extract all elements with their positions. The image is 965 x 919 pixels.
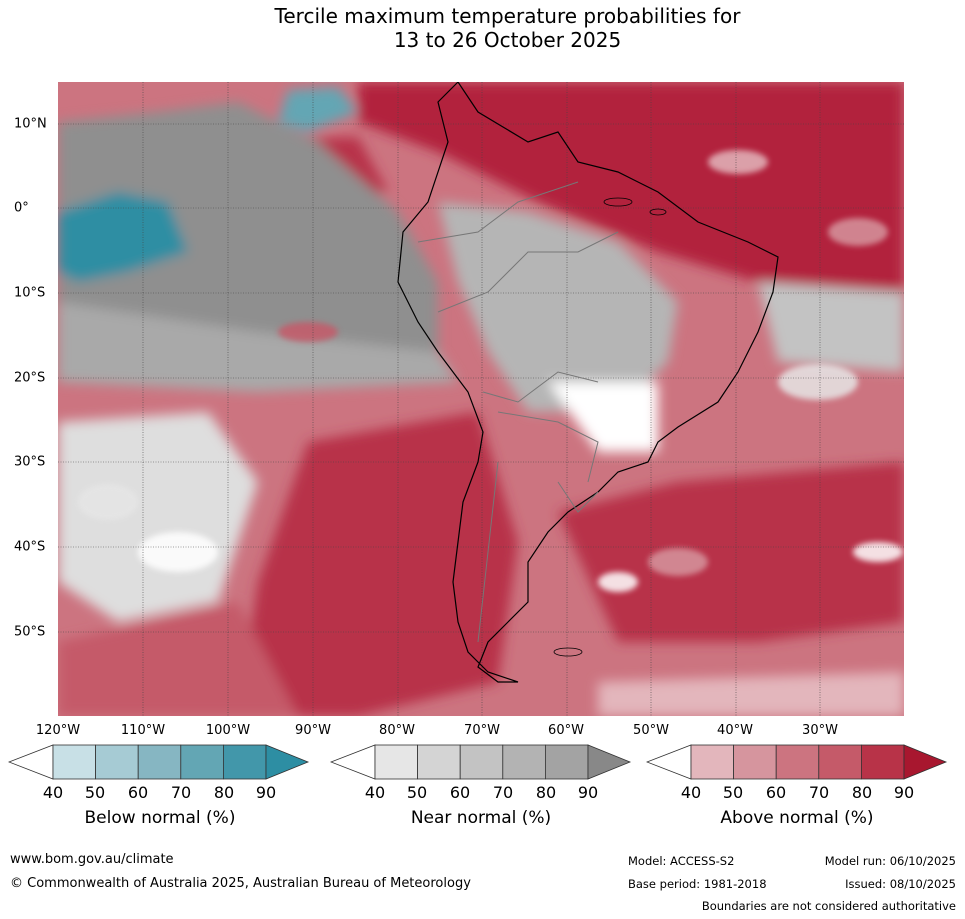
lon-label: 30°W xyxy=(802,723,838,738)
colorbar-extend-low xyxy=(646,744,692,780)
colorbar-extend-high xyxy=(587,744,632,780)
colorbar-segment xyxy=(459,744,504,780)
model-run: Model run: 06/10/2025 xyxy=(824,854,956,868)
region-white-brazil xyxy=(548,382,658,452)
colorbar-segment xyxy=(733,744,777,780)
tick-label: 90 xyxy=(577,783,599,802)
region-near-east-atlantic xyxy=(758,282,904,372)
region-above-light-far-south xyxy=(598,672,904,716)
tick-label: 80 xyxy=(851,783,873,802)
disclaimer: Boundaries are not considered authoritat… xyxy=(701,899,956,913)
tick-label: 40 xyxy=(680,783,702,802)
region-above-strong-se xyxy=(558,462,904,642)
lon-label: 90°W xyxy=(295,723,331,738)
region-below-equatorial xyxy=(58,192,188,282)
colorbar-segment xyxy=(222,744,267,780)
map-title: Tercile maximum temperature probabilitie… xyxy=(0,4,965,52)
near-normal-title: Near normal (%) xyxy=(410,808,552,828)
colorbar-segment xyxy=(860,744,905,780)
colorbar-segment xyxy=(95,744,139,780)
below-normal-title: Below normal (%) xyxy=(84,808,236,828)
lon-label: 50°W xyxy=(633,723,669,738)
colorbar-segment xyxy=(417,744,461,780)
lon-label: 120°W xyxy=(35,723,81,738)
lon-label: 70°W xyxy=(464,723,500,738)
region-near-tropical-pacific xyxy=(58,102,438,382)
region-near-pacific-outer xyxy=(58,302,458,392)
lat-label: 50°S xyxy=(14,624,46,640)
near-normal-colorbar xyxy=(330,744,632,780)
lon-label: 60°W xyxy=(548,723,584,738)
lat-label: 40°S xyxy=(14,539,46,555)
tick-label: 60 xyxy=(449,783,471,802)
above-normal-colorbar xyxy=(646,744,948,780)
tick-label: 40 xyxy=(364,783,386,802)
lon-label: 100°W xyxy=(205,723,251,738)
lat-label: 0° xyxy=(14,200,29,216)
title-line-1: Tercile maximum temperature probabilitie… xyxy=(274,4,741,28)
colorbar-segment xyxy=(818,744,862,780)
tick-label: 40 xyxy=(42,783,64,802)
tick-label: 70 xyxy=(170,783,192,802)
tick-label: 50 xyxy=(406,783,428,802)
colorbar-segment xyxy=(502,744,546,780)
lat-label: 10°N xyxy=(14,116,47,132)
lat-label: 10°S xyxy=(14,285,46,301)
tick-label: 90 xyxy=(255,783,277,802)
base-period: Base period: 1981-2018 xyxy=(628,877,767,891)
region-near-continent xyxy=(438,202,678,412)
below-normal-colorbar xyxy=(8,744,310,780)
tick-label: 60 xyxy=(765,783,787,802)
colorbar-extend-high xyxy=(903,744,948,780)
colorbar-extend-low xyxy=(8,744,54,780)
probability-map xyxy=(58,82,904,716)
region-below-north xyxy=(278,87,358,132)
region-above-strong-sw xyxy=(58,602,298,716)
region-above-strong-south xyxy=(238,412,518,716)
lon-label: 110°W xyxy=(120,723,166,738)
tick-label: 80 xyxy=(535,783,557,802)
region-above-strong-north xyxy=(358,82,904,312)
colorbar-segment xyxy=(775,744,820,780)
above-normal-title: Above normal (%) xyxy=(720,808,874,828)
bom-link[interactable]: www.bom.gov.au/climate xyxy=(10,852,174,867)
lon-label: 40°W xyxy=(717,723,753,738)
region-near-south-pacific xyxy=(58,412,258,622)
model: Model: ACCESS-S2 xyxy=(628,854,735,868)
colorbar-extend-low xyxy=(330,744,376,780)
tick-label: 50 xyxy=(84,783,106,802)
colorbar-segment xyxy=(690,744,734,780)
title-line-2: 13 to 26 October 2025 xyxy=(393,28,622,52)
colorbar-extend-high xyxy=(265,744,310,780)
tick-label: 80 xyxy=(213,783,235,802)
tick-label: 60 xyxy=(127,783,149,802)
lat-label: 30°S xyxy=(14,454,46,470)
colorbar-segment xyxy=(52,744,96,780)
lon-label: 80°W xyxy=(379,723,415,738)
tick-label: 70 xyxy=(808,783,830,802)
lat-label: 20°S xyxy=(14,370,46,386)
south-america-coastline xyxy=(397,82,779,683)
country-borders xyxy=(417,181,619,643)
colorbar-segment xyxy=(374,744,418,780)
colorbar-segment xyxy=(544,744,589,780)
colorbar-segment xyxy=(137,744,182,780)
tick-label: 70 xyxy=(492,783,514,802)
colorbar-segment xyxy=(180,744,224,780)
tick-label: 50 xyxy=(722,783,744,802)
issued-date: Issued: 08/10/2025 xyxy=(845,877,956,891)
tick-label: 90 xyxy=(893,783,915,802)
copyright: © Commonwealth of Australia 2025, Austra… xyxy=(10,876,471,891)
